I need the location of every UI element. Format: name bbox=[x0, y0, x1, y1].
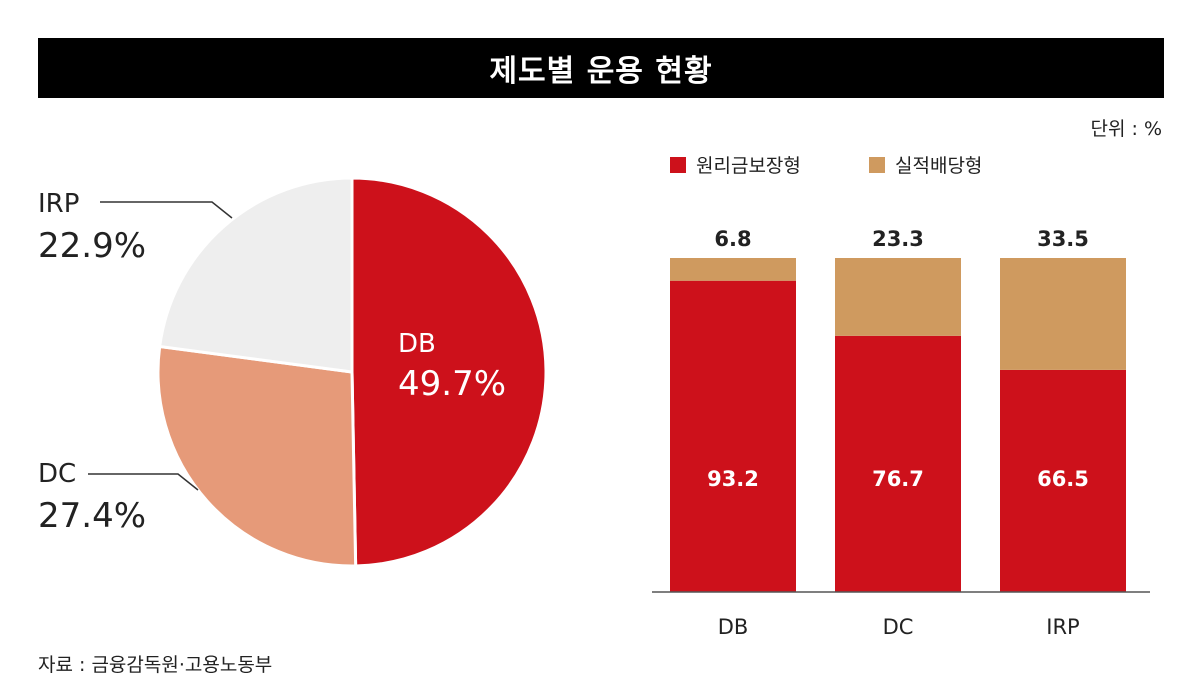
source-note: 자료 : 금융감독원·고용노동부 bbox=[38, 654, 273, 676]
bar-db-series-1 bbox=[670, 258, 796, 281]
bar-irp-series-1 bbox=[1000, 258, 1126, 370]
bar-label-principal-dc: 76.7 bbox=[872, 467, 924, 491]
x-tick-label-db: DB bbox=[718, 615, 749, 639]
bar-label-performance-db: 6.8 bbox=[714, 227, 751, 251]
pie-slice-irp bbox=[158, 176, 354, 374]
stacked-bar-chart: 원리금보장형 실적배당형 93.2 6.8 DB 76.7 23.3 DC 66.5 33.5 IR… bbox=[652, 155, 1150, 639]
pie-label-db-name: DB bbox=[398, 329, 436, 359]
pie-label-irp-name: IRP bbox=[38, 189, 79, 219]
legend-label-1: 실적배당형 bbox=[895, 155, 982, 177]
chart-title: 제도별 운용 현황 bbox=[489, 54, 713, 89]
bar-irp-series-0 bbox=[1000, 369, 1126, 592]
legend-label-0: 원리금보장형 bbox=[696, 155, 801, 177]
pie-slice-dc bbox=[156, 344, 358, 568]
pie-slice-db bbox=[350, 176, 548, 568]
pie-label-dc-value: 27.4% bbox=[38, 496, 146, 536]
pie-label-irp-value: 22.9% bbox=[38, 226, 146, 266]
pie-leader-line-dc bbox=[88, 473, 199, 491]
pie-leader-line-irp bbox=[100, 201, 233, 219]
legend-swatch-0 bbox=[670, 157, 686, 173]
pie-label-db-value: 49.7% bbox=[398, 364, 506, 404]
bar-dc-series-1 bbox=[835, 258, 961, 336]
bar-label-principal-irp: 66.5 bbox=[1037, 467, 1089, 491]
pie-label-dc-name: DC bbox=[38, 459, 76, 489]
x-tick-label-dc: DC bbox=[883, 615, 914, 639]
legend-swatch-1 bbox=[869, 157, 885, 173]
bar-dc-series-0 bbox=[835, 335, 961, 592]
pie-chart: DB 49.7% DC 27.4% IRP 22.9% bbox=[38, 176, 548, 568]
unit-label: 단위 : % bbox=[1090, 118, 1163, 140]
bar-label-principal-db: 93.2 bbox=[707, 467, 759, 491]
bar-label-performance-irp: 33.5 bbox=[1037, 227, 1089, 251]
title-bar: 제도별 운용 현황 bbox=[38, 38, 1164, 98]
bar-label-performance-dc: 23.3 bbox=[872, 227, 924, 251]
bar-db-series-0 bbox=[670, 280, 796, 592]
x-tick-label-irp: IRP bbox=[1046, 615, 1079, 639]
